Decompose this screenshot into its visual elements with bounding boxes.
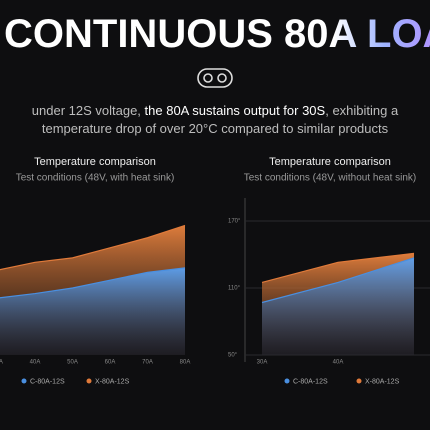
legend-label: C-80A-12S [293, 378, 328, 385]
legend-label: X-80A-12S [365, 378, 400, 385]
x-tick-label: 50A [67, 360, 78, 366]
legend-label: C-80A-12S [30, 378, 65, 385]
x-tick-label: 40A [30, 360, 41, 366]
legend-marker [21, 378, 27, 384]
chart-subtitle: Test conditions (48V, without heat sink) [244, 173, 417, 184]
chart-subtitle: Test conditions (48V, with heat sink) [16, 173, 175, 184]
area [262, 257, 414, 355]
description-text: under 12S voltage, [31, 103, 145, 118]
line [0, 224, 186, 271]
line [261, 257, 415, 304]
x-tick-label: 80A [180, 360, 191, 366]
legend-marker [284, 378, 290, 384]
link-icon [197, 68, 233, 88]
legend-marker [86, 378, 92, 384]
y-tick-label: 50° [228, 353, 238, 359]
legend-marker [356, 378, 362, 384]
x-tick-label: 40A [333, 360, 344, 366]
description: under 12S voltage, the 80A sustains outp… [30, 102, 400, 138]
y-tick-label: 110° [228, 286, 241, 292]
y-tick-label: 170° [228, 219, 241, 225]
area [0, 267, 185, 355]
x-tick-label: 30A [0, 360, 3, 366]
description-text: , exhibiting a temperature drop of over … [41, 103, 399, 136]
x-tick-label: 30A [257, 360, 268, 366]
line [0, 267, 186, 299]
title: CONTINUOUS 80A LOAD [4, 12, 430, 57]
legend-label: X-80A-12S [95, 378, 130, 385]
line [261, 252, 415, 283]
chart-title: Temperature comparison [34, 156, 156, 168]
x-tick-label: 60A [105, 360, 116, 366]
x-tick-label: 70A [142, 360, 153, 366]
description-highlight: the 80A sustains output for 30S [144, 103, 326, 118]
chart-title: Temperature comparison [269, 156, 391, 168]
